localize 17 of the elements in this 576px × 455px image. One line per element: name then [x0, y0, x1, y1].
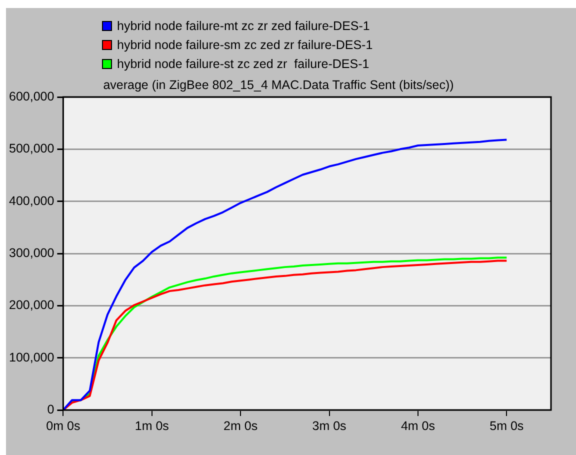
legend-label: hybrid node failure-st zc zed zr failure-DES-1	[117, 56, 370, 70]
legend-label: hybrid node failure-mt zc zr zed failure-DES-1	[117, 18, 370, 32]
x-tick-label: 2m 0s	[224, 418, 258, 433]
x-tick-label: 1m 0s	[134, 418, 169, 433]
chart-title: average (in ZigBee 802_15_4 MAC.Data Traffic Sent (bits/sec))	[103, 78, 454, 92]
x-tick-label: 5m 0s	[490, 418, 524, 433]
x-tick-label: 4m 0s	[400, 418, 435, 433]
x-tick-label: 3m 0s	[312, 418, 346, 433]
legend-label: hybrid node failure-sm zc zed zr failure-DES-1	[117, 38, 373, 52]
y-tick-label: 500,000	[8, 142, 54, 156]
y-tick-label: 400,000	[8, 194, 54, 208]
y-tick-label: 200,000	[8, 298, 54, 312]
x-tick-label: 0m 0s	[46, 418, 80, 433]
y-tick-label: 300,000	[8, 246, 54, 260]
y-tick-label: 600,000	[8, 89, 54, 104]
y-tick-label: 0	[47, 402, 54, 416]
y-tick-label: 100,000	[8, 350, 54, 364]
